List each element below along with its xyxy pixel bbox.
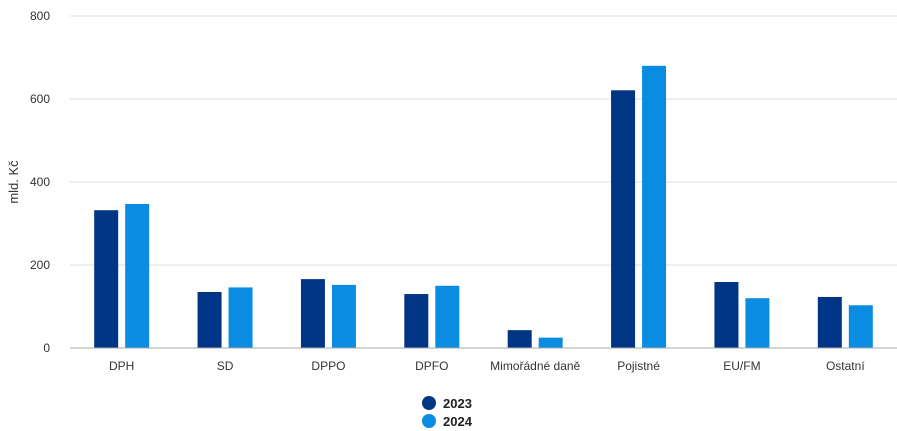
bar-2024-ostatn-[interactable] (848, 305, 873, 348)
bars (94, 65, 873, 349)
x-tick-label: Ostatní (826, 359, 865, 373)
legend-label-2023[interactable]: 2023 (443, 396, 472, 411)
x-tick-label: SD (217, 359, 234, 373)
x-tick-label: Mimořádné daně (490, 359, 580, 373)
x-axis-labels: DPH SD DPPO DPFO Mimořádné daně Pojistné EU/FM… (109, 359, 865, 373)
bar-2024-dpfo[interactable] (435, 285, 460, 348)
bar-2023-dpfo[interactable] (404, 294, 429, 348)
x-tick-label: DPH (109, 359, 134, 373)
bar-2023-eu-fm[interactable] (714, 282, 739, 348)
bar-2023-dppo[interactable] (300, 279, 325, 348)
bar-2024-sd[interactable] (228, 287, 253, 348)
y-axis-ticks: 0 200 400 600 800 (30, 9, 50, 355)
legend: 2023 2024 (422, 396, 473, 429)
y-tick-label-400: 400 (30, 175, 50, 189)
y-tick-label-800: 800 (30, 9, 50, 23)
y-tick-label-600: 600 (30, 92, 50, 106)
x-tick-label: DPFO (415, 359, 448, 373)
bar-2023-pojistn-[interactable] (611, 90, 636, 348)
bar-2023-sd[interactable] (197, 291, 222, 348)
y-tick-label-0: 0 (43, 341, 50, 355)
gridlines (70, 15, 897, 266)
legend-marker-2024 (422, 414, 436, 428)
x-tick-label: DPPO (311, 359, 345, 373)
x-tick-label: Pojistné (617, 359, 660, 373)
bar-2024-mimo-dn-dan-[interactable] (538, 337, 563, 348)
legend-marker-2023 (422, 396, 436, 410)
bar-2024-dph[interactable] (125, 203, 150, 348)
bar-2024-pojistn-[interactable] (642, 65, 667, 349)
x-tick-label: EU/FM (723, 359, 760, 373)
bar-2023-ostatn-[interactable] (817, 296, 842, 348)
bar-2024-eu-fm[interactable] (745, 298, 770, 348)
bar-2024-dppo[interactable] (331, 284, 356, 348)
bar-2023-mimo-dn-dan-[interactable] (507, 330, 532, 348)
y-tick-label-200: 200 (30, 258, 50, 272)
bar-2023-dph[interactable] (94, 210, 119, 348)
y-axis-title: mld. Kč (6, 160, 21, 204)
legend-label-2024[interactable]: 2024 (443, 414, 473, 429)
